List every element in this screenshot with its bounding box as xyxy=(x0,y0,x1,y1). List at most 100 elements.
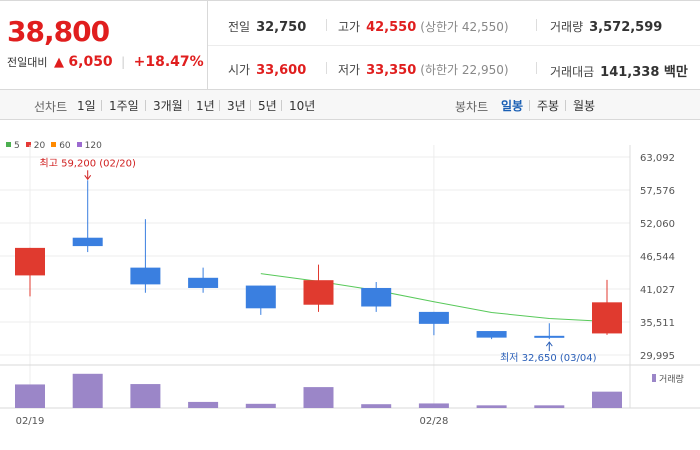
stat-value: 42,550 xyxy=(366,20,417,35)
volume-bar xyxy=(592,391,622,408)
y-tick-label: 57,576 xyxy=(640,186,675,197)
y-tick-label: 35,511 xyxy=(640,318,675,329)
legend-swatch xyxy=(76,142,82,147)
tab-10y[interactable]: 10년 xyxy=(289,99,316,113)
price-box: 38,800 전일대비 ▲ 6,050 | +18.47% xyxy=(0,1,208,90)
low-annotation: 최저 32,650 (03/04) xyxy=(500,352,596,364)
tab-daily[interactable]: 일봉 xyxy=(501,99,524,113)
candle-chart-label: 봉차트 xyxy=(455,100,489,114)
stat-value: 141,338 백만 xyxy=(600,65,688,80)
tab-monthly[interactable]: 월봉 xyxy=(573,99,596,113)
legend-swatch xyxy=(25,142,31,147)
candle-body xyxy=(245,285,276,309)
stat-open: 시가 33,600 xyxy=(228,61,306,78)
change-percent: +18.47% xyxy=(133,54,204,70)
stat-sub: (하한가 22,950) xyxy=(420,63,509,77)
stat-prev-close: 전일 32,750 xyxy=(228,18,306,35)
tab-1d[interactable]: 1일 xyxy=(77,99,96,113)
tab-3y[interactable]: 3년 xyxy=(227,99,246,113)
stat-value: 33,600 xyxy=(256,63,307,78)
candle-body xyxy=(418,311,449,324)
stat-amount: 거래대금 141,338 백만 xyxy=(550,61,688,80)
tab-divider xyxy=(529,100,530,111)
volume-bar xyxy=(303,387,334,408)
low-arrow-head xyxy=(545,341,553,347)
legend-label: 5 xyxy=(14,141,20,151)
chart-period-tabs: 선차트 1일 1주일 3개월 1년 3년 5년 10년 봉차트 일봉 주봉 월봉 xyxy=(0,90,700,120)
volume-bar xyxy=(534,405,565,408)
tab-divider xyxy=(145,100,146,111)
tab-1y[interactable]: 1년 xyxy=(196,99,215,113)
volume-bar xyxy=(361,404,392,408)
tab-divider xyxy=(188,100,189,111)
stat-value: 33,350 xyxy=(366,63,417,78)
tab-divider xyxy=(250,100,251,111)
legend-label: 120 xyxy=(84,141,102,151)
tab-divider xyxy=(101,100,102,111)
tab-weekly[interactable]: 주봉 xyxy=(537,99,560,113)
y-tick-label: 29,995 xyxy=(640,351,675,362)
tab-5y[interactable]: 5년 xyxy=(258,99,277,113)
stock-chart: 63,092 57,576 52,060 46,544 41,027 35,511 29,9… xyxy=(0,145,700,427)
y-tick-label: 41,027 xyxy=(640,285,675,296)
candle-body xyxy=(476,331,507,338)
legend-label: 20 xyxy=(33,141,46,151)
legend-item: 60 xyxy=(51,141,71,151)
summary-row-divider xyxy=(208,45,700,46)
stat-value: 3,572,599 xyxy=(589,20,663,35)
candle-body xyxy=(188,277,219,288)
stat-label: 시가 xyxy=(228,63,251,77)
stat-label: 거래대금 xyxy=(550,65,595,79)
up-triangle-icon: ▲ xyxy=(53,55,64,70)
line-chart-label: 선차트 xyxy=(34,100,68,114)
candle-body xyxy=(592,302,622,334)
candle-body xyxy=(15,247,45,276)
stat-sub: (상한가 42,550) xyxy=(420,20,509,34)
stat-divider xyxy=(536,62,537,74)
volume-bar xyxy=(130,384,161,408)
tab-divider xyxy=(565,100,566,111)
tab-3m[interactable]: 3개월 xyxy=(153,99,183,113)
candle-body xyxy=(361,287,392,307)
stat-low: 저가 33,350 (하한가 22,950) xyxy=(338,61,509,78)
tab-divider xyxy=(219,100,220,111)
volume-bar xyxy=(188,401,219,408)
candle-body xyxy=(72,237,103,247)
volume-legend-swatch xyxy=(652,374,656,382)
candle-body xyxy=(303,280,334,305)
stat-volume: 거래량 3,572,599 xyxy=(550,18,662,35)
quote-summary: 38,800 전일대비 ▲ 6,050 | +18.47% 전일 32,750 고… xyxy=(0,0,700,90)
volume-legend-label: 거래량 xyxy=(659,373,684,385)
y-tick-label: 52,060 xyxy=(640,219,675,230)
legend-swatch xyxy=(6,142,11,147)
legend-item: 5 xyxy=(6,141,20,151)
current-price: 38,800 xyxy=(7,15,110,48)
volume-bar xyxy=(476,405,507,408)
stat-divider xyxy=(326,19,327,31)
stat-label: 전일 xyxy=(228,20,251,34)
volume-bar xyxy=(72,373,103,408)
change-label: 전일대비 xyxy=(7,56,48,69)
stat-label: 저가 xyxy=(338,63,361,77)
price-change: 전일대비 ▲ 6,050 | +18.47% xyxy=(7,54,204,70)
volume-bar xyxy=(15,384,45,408)
stat-divider xyxy=(536,19,537,31)
x-tick-label: 02/19 xyxy=(16,416,45,427)
high-annotation: 최고 59,200 (02/20) xyxy=(40,157,136,169)
stat-high: 고가 42,550 (상한가 42,550) xyxy=(338,18,509,35)
legend-label: 60 xyxy=(59,141,71,151)
stat-divider xyxy=(326,62,327,74)
legend-item: 20 xyxy=(25,141,46,151)
volume-bar xyxy=(418,403,449,408)
candle-body xyxy=(130,267,161,285)
tab-1w[interactable]: 1주일 xyxy=(109,99,139,113)
stat-label: 거래량 xyxy=(550,20,584,34)
change-divider: | xyxy=(121,55,126,69)
y-tick-label: 46,544 xyxy=(640,252,675,263)
volume-bar xyxy=(245,403,276,408)
high-arrow-head xyxy=(84,174,92,181)
ma-legend: 5 20 60 120 xyxy=(6,141,108,151)
stat-label: 고가 xyxy=(338,20,361,34)
y-tick-label: 63,092 xyxy=(640,153,675,164)
legend-swatch xyxy=(51,142,57,147)
